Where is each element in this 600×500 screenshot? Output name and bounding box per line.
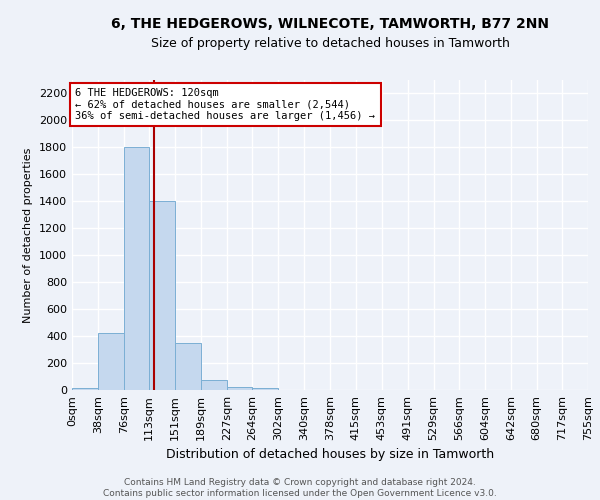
X-axis label: Distribution of detached houses by size in Tamworth: Distribution of detached houses by size … [166,448,494,462]
Text: Size of property relative to detached houses in Tamworth: Size of property relative to detached ho… [151,38,509,51]
Bar [72,388,98,390]
Text: Contains HM Land Registry data © Crown copyright and database right 2024.
Contai: Contains HM Land Registry data © Crown c… [103,478,497,498]
Bar [98,334,124,390]
Text: 6 THE HEDGEROWS: 120sqm
← 62% of detached houses are smaller (2,544)
36% of semi: 6 THE HEDGEROWS: 120sqm ← 62% of detache… [76,88,376,122]
Bar [124,148,149,390]
Text: 6, THE HEDGEROWS, WILNECOTE, TAMWORTH, B77 2NN: 6, THE HEDGEROWS, WILNECOTE, TAMWORTH, B… [111,18,549,32]
Y-axis label: Number of detached properties: Number of detached properties [23,148,34,322]
Bar [149,202,175,390]
Bar [227,386,253,390]
Bar [201,380,227,390]
Bar [175,343,201,390]
Bar [253,388,278,390]
